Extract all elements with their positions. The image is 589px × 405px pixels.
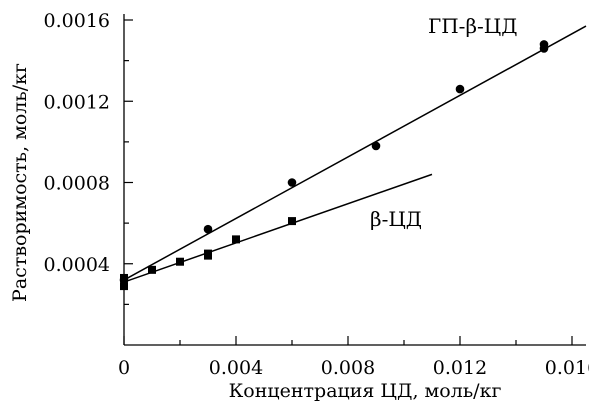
data-point-square [120,282,128,291]
y-tick-label: 0.0016 [44,10,110,32]
data-point-circle [455,84,465,94]
data-point-circle [371,141,381,151]
data-point-circle [287,178,297,187]
y-axis-title: Растворимость, моль/кг [9,63,31,302]
series-label-gp-beta-cd: ГП-β-ЦД [428,14,517,38]
y-tick-label: 0.0008 [44,173,110,195]
fit-line [123,173,433,283]
y-axis-ticks: 0.0004 0.0008 0.0012 0.0016 [44,10,133,305]
x-tick-label: 0.008 [321,357,375,379]
series-label-beta-cd: β-ЦД [370,207,422,231]
y-tick-label: 0.0012 [44,91,110,113]
y-tick-label: 0.0004 [44,254,110,276]
series-0 [119,25,587,285]
data-point-square [232,235,240,244]
data-point-square [120,273,128,282]
data-point-square [148,265,156,274]
x-tick-label: 0 [118,357,130,379]
x-axis-title: Концентрация ЦД, моль/кг [229,380,502,402]
data-point-square [288,217,296,226]
x-tick-label: 0.016 [545,357,589,379]
data-point-circle [203,224,213,234]
series-1 [120,173,433,291]
fit-line [123,25,587,281]
data-point-circle [539,40,549,49]
x-tick-label: 0.004 [209,357,263,379]
x-tick-label: 0.012 [433,357,487,379]
data-point-square [176,257,184,266]
series-layer [119,25,587,291]
data-point-square [204,249,212,258]
x-axis-ticks: 0 0.004 0.008 0.012 0.016 [118,336,589,379]
